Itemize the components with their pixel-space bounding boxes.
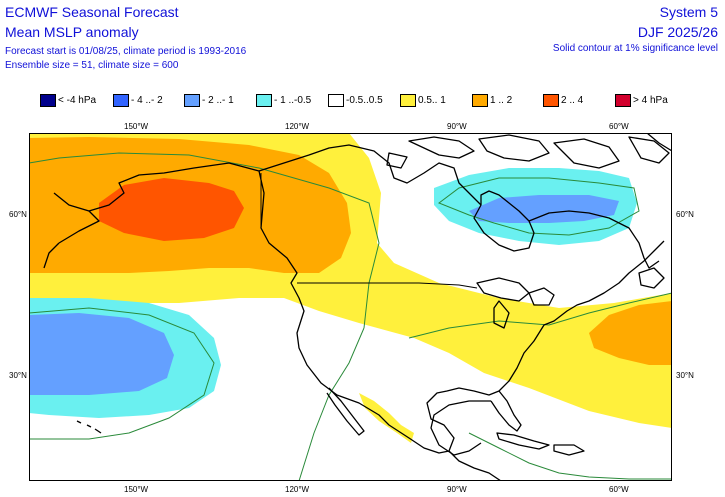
significance-contour (408, 292, 672, 339)
border-us-canada (297, 282, 478, 289)
title-product: ECMWF Seasonal Forecast (5, 4, 179, 20)
anomaly-fill-positive-strong (99, 178, 244, 241)
coastline-labrador (528, 210, 660, 269)
coastline-hispaniola (553, 444, 585, 456)
coastline-baja (326, 387, 365, 436)
legend-label: -0.5..0.5 (346, 95, 383, 106)
legend-label: 0.5.. 1 (418, 95, 446, 106)
legend-label: < -4 hPa (58, 95, 97, 106)
ensemble-size-info: Ensemble size = 51, climate size = 600 (5, 60, 179, 71)
title-system: System 5 (659, 4, 718, 20)
coastline-great-lakes (476, 277, 555, 329)
anomaly-fill-positive-weak (359, 393, 414, 443)
lon-label-top: 150°W (124, 122, 149, 131)
lon-label-bottom: 150°W (124, 485, 149, 494)
anomaly-fill-positive-moderate (589, 301, 672, 365)
lon-label-top: 60°W (609, 122, 629, 131)
legend-label: > 4 hPa (633, 95, 668, 106)
forecast-start-info: Forecast start is 01/08/25, climate peri… (5, 46, 247, 57)
coastline-cuba (496, 432, 550, 450)
map-frame (29, 133, 672, 481)
coastline-arctic (258, 144, 482, 206)
legend-swatch (184, 94, 200, 107)
lon-label-bottom: 90°W (447, 485, 467, 494)
legend-swatch (256, 94, 272, 107)
coastline-alaska (58, 162, 665, 454)
legend-swatch (543, 94, 559, 107)
legend-swatch (113, 94, 129, 107)
anomaly-fill-positive-weak (499, 363, 672, 408)
legend-swatch (400, 94, 416, 107)
lat-label-right: 60°N (676, 210, 694, 219)
coastline-hawaii (76, 420, 102, 434)
coastline-newfoundland (638, 267, 665, 289)
lat-label-left: 30°N (9, 371, 27, 380)
coastline-greenland (646, 133, 672, 152)
significance-contour (29, 307, 215, 440)
coastline-central-america (448, 450, 502, 481)
coastline-hudson-bay (473, 190, 535, 252)
legend-label: 1 .. 2 (490, 95, 513, 106)
lon-label-bottom: 120°W (285, 485, 310, 494)
lon-label-bottom: 60°W (609, 485, 629, 494)
lon-label-top: 90°W (447, 122, 467, 131)
legend-label: - 1 ..-0.5 (274, 95, 312, 106)
legend-swatch (328, 94, 344, 107)
lat-label-left: 60°N (9, 210, 27, 219)
title-season: DJF 2025/26 (637, 24, 718, 40)
title-variable: Mean MSLP anomaly (5, 24, 139, 40)
legend-swatch (472, 94, 488, 107)
coastlines (43, 133, 672, 481)
legend-label: - 2 ..- 1 (202, 95, 234, 106)
legend-label: 2 .. 4 (561, 95, 584, 106)
significance-contour (437, 177, 640, 236)
anomaly-fill-negative-moderate (29, 313, 174, 395)
coastline-florida (490, 390, 522, 432)
anomaly-map (29, 133, 672, 481)
coastline-alaska-west (43, 192, 90, 269)
legend-swatch (40, 94, 56, 107)
significance-note: Solid contour at 1% significance level (552, 43, 718, 54)
anomaly-fill-negative-moderate (469, 195, 619, 223)
legend-label: - 4 ..- 2 (131, 95, 163, 106)
coastline-gulf (430, 400, 491, 456)
lat-label-right: 30°N (676, 371, 694, 380)
significance-contour (29, 152, 380, 329)
coastline-arctic-islands (386, 134, 670, 169)
significance-contour (468, 432, 672, 480)
lon-label-top: 120°W (285, 122, 310, 131)
legend-swatch (615, 94, 631, 107)
